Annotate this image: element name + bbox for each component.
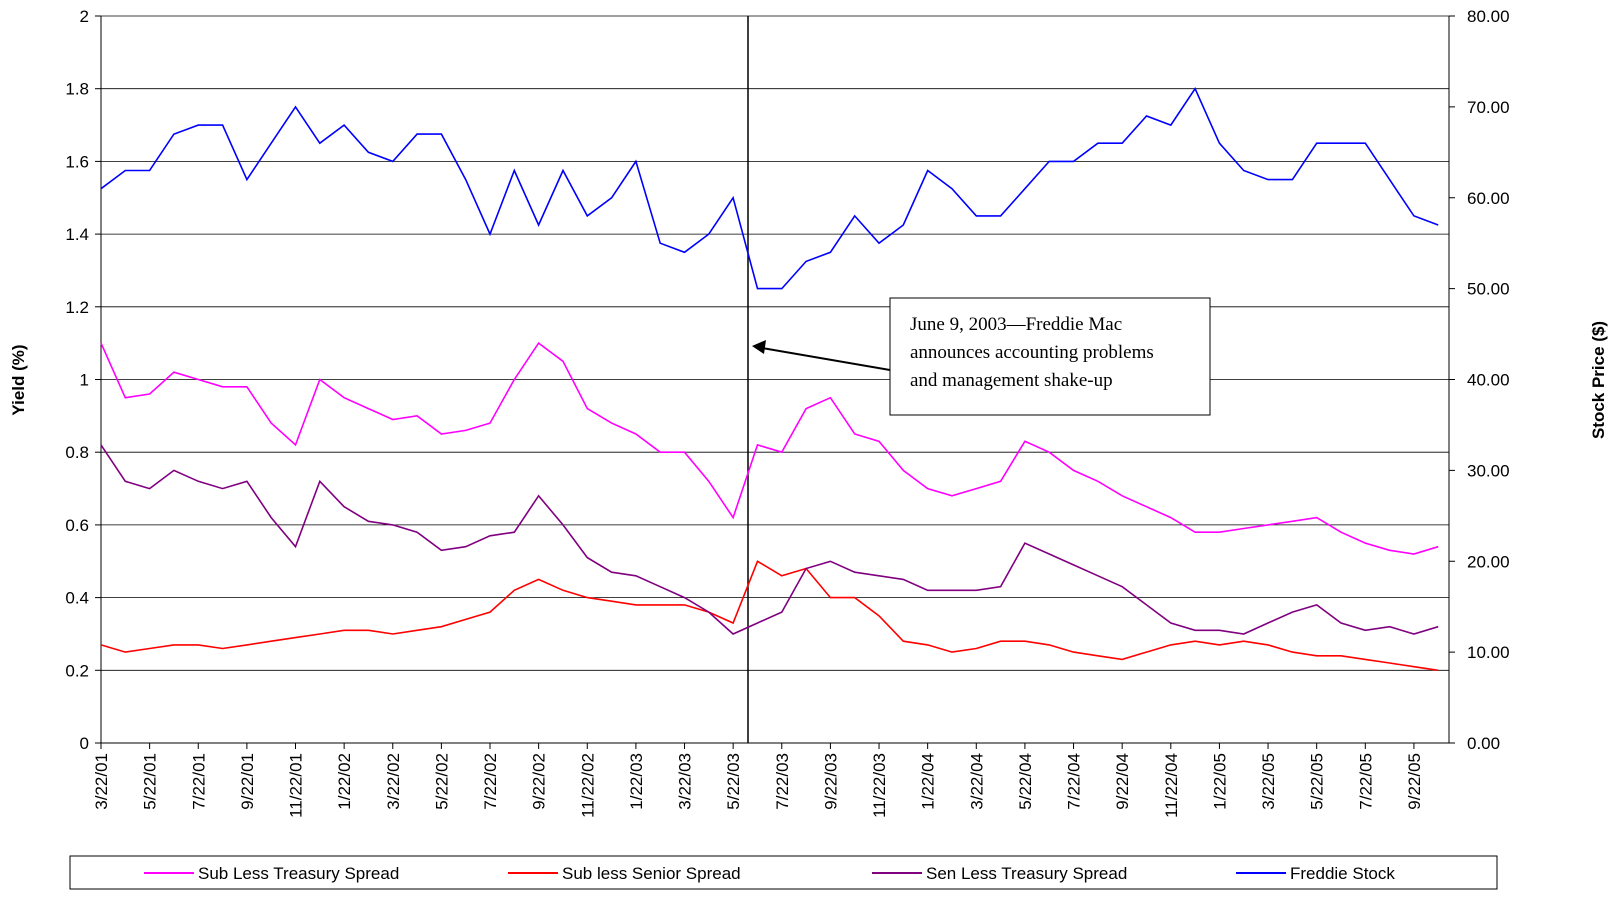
x-tick-label: 3/22/03 [676,753,695,810]
x-tick-label: 11/22/04 [1162,753,1181,818]
y2-tick-label: 0.00 [1467,734,1500,753]
y-tick-label: 1.8 [65,80,89,99]
y-tick-label: 0.2 [65,661,89,680]
y2-tick-label: 50.00 [1467,280,1510,299]
y-tick-label: 0.8 [65,443,89,462]
legend-label: Sub Less Treasury Spread [198,864,399,883]
x-tick-label: 1/22/02 [335,753,354,810]
x-tick-label: 1/22/03 [627,753,646,810]
y-tick-label: 1 [80,371,89,390]
x-tick-label: 5/22/02 [432,753,451,810]
y-tick-label: 0.4 [65,589,89,608]
y-tick-label: 0 [80,734,89,753]
y-tick-label: 1.2 [65,298,89,317]
x-tick-label: 7/22/02 [481,753,500,810]
x-tick-label: 9/22/05 [1405,753,1424,810]
y2-tick-label: 10.00 [1467,643,1510,662]
series-line [100,87,1439,290]
y-tick-label: 1.6 [65,152,89,171]
y2-axis-title: Stock Price ($) [1589,321,1608,439]
x-tick-label: 5/22/01 [141,753,160,810]
series-line [100,341,1439,555]
x-tick-label: 9/22/02 [530,753,549,810]
x-tick-label: 1/22/04 [919,753,938,810]
x-tick-label: 7/22/05 [1356,753,1375,810]
y2-tick-label: 70.00 [1467,98,1510,117]
y2-tick-label: 20.00 [1467,552,1510,571]
x-tick-label: 3/22/04 [967,753,986,810]
annotation: June 9, 2003—Freddie Mac announces accou… [752,297,1211,416]
x-tick-label: 3/22/02 [384,753,403,810]
x-tick-label: 7/22/03 [773,753,792,810]
series-line [100,560,1439,672]
annotation-line: announces accounting problems [910,342,1154,363]
x-tick-label: 5/22/05 [1308,753,1327,810]
x-tick-label: 3/22/05 [1259,753,1278,810]
legend-label: Freddie Stock [1290,864,1395,883]
y-tick-label: 1.4 [65,225,89,244]
x-tick-label: 7/22/01 [189,753,208,810]
x-tick-label: 9/22/03 [821,753,840,810]
x-tick-label: 7/22/04 [1065,753,1084,810]
annotation-line: June 9, 2003—Freddie Mac [910,314,1122,335]
legend-label: Sub less Senior Spread [562,864,741,883]
x-tick-label: 11/22/01 [287,753,306,818]
x-tick-label: 5/22/03 [724,753,743,810]
x-tick-label: 9/22/04 [1113,753,1132,810]
y-tick-label: 2 [80,7,89,26]
y2-tick-label: 30.00 [1467,461,1510,480]
y2-tick-label: 60.00 [1467,189,1510,208]
series-line [100,444,1439,635]
legend-label: Sen Less Treasury Spread [926,864,1127,883]
x-tick-label: 11/22/02 [578,753,597,818]
x-tick-label: 11/22/03 [870,753,889,818]
y-tick-label: 0.6 [65,516,89,535]
x-tick-label: 3/22/01 [92,753,111,810]
y-axis-title: Yield (%) [9,344,28,415]
x-tick-label: 1/22/05 [1210,753,1229,810]
y2-tick-label: 40.00 [1467,371,1510,390]
x-tick-label: 5/22/04 [1016,753,1035,810]
x-tick-label: 9/22/01 [238,753,257,810]
annotation-line: and management shake-up [910,370,1113,391]
y2-tick-label: 80.00 [1467,7,1510,26]
